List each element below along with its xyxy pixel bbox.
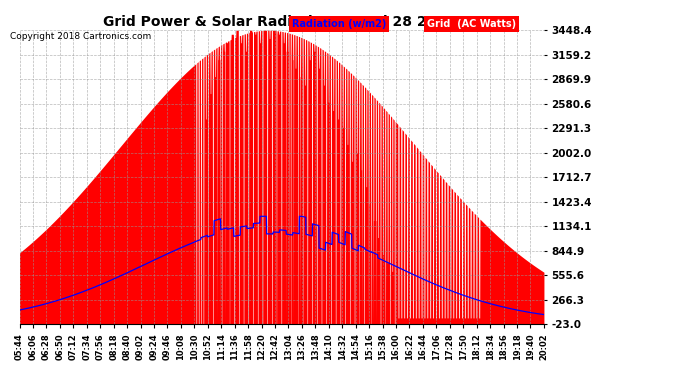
Text: Grid  (AC Watts): Grid (AC Watts) bbox=[426, 19, 515, 29]
Title: Grid Power & Solar Radiation Sat Jul 28 20:15: Grid Power & Solar Radiation Sat Jul 28 … bbox=[103, 15, 461, 29]
Text: Radiation (w/m2): Radiation (w/m2) bbox=[292, 19, 386, 29]
Text: Copyright 2018 Cartronics.com: Copyright 2018 Cartronics.com bbox=[10, 32, 152, 41]
